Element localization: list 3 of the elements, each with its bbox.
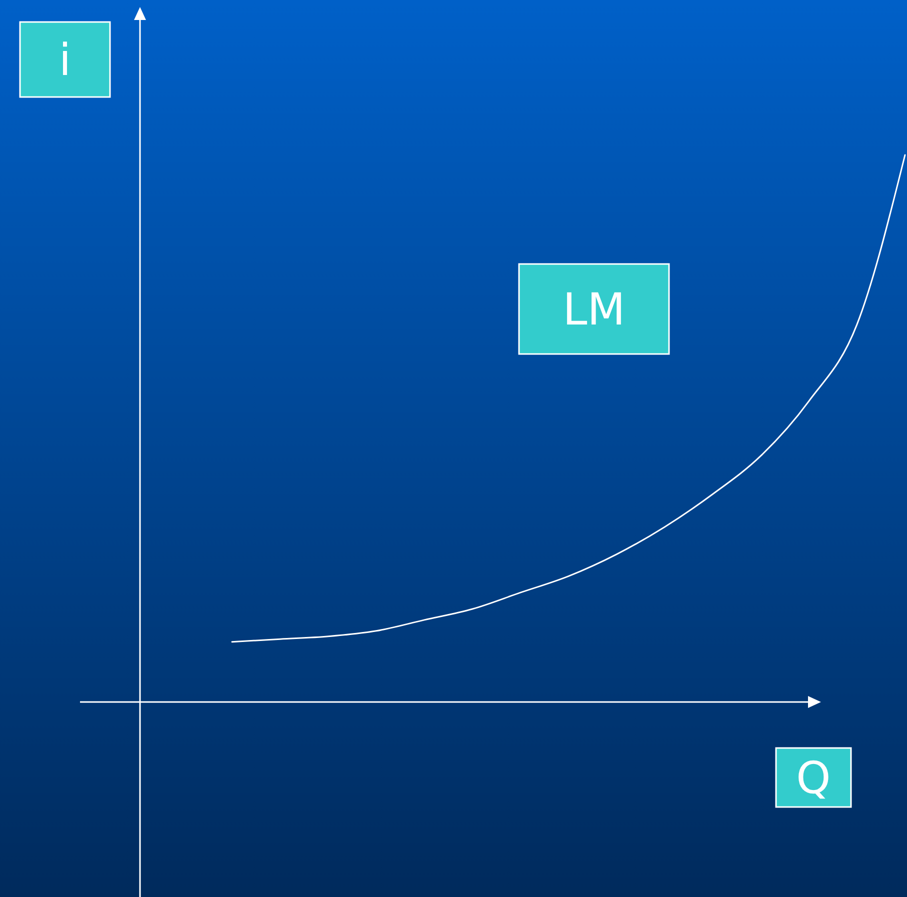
y-axis-title: i <box>58 34 72 86</box>
text: LM <box>562 284 626 336</box>
x-axis-title: Q <box>796 752 831 804</box>
